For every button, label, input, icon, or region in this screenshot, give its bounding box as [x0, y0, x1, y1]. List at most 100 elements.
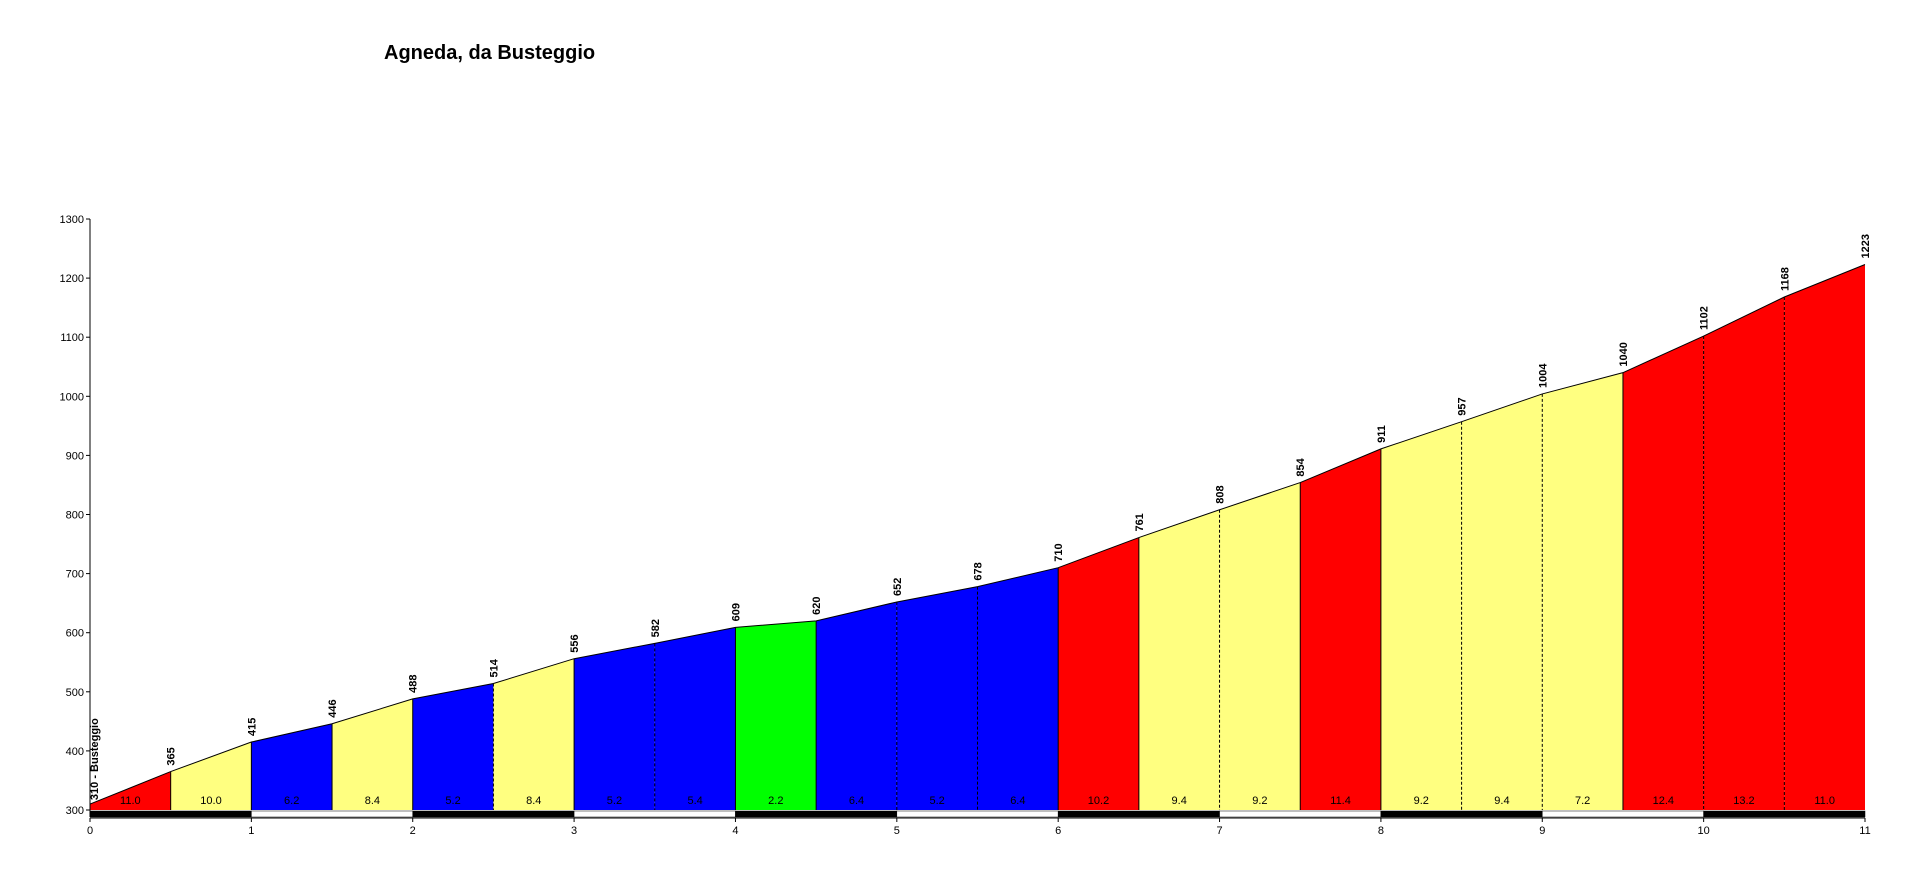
elevation-label-16: 957	[1457, 397, 1469, 415]
segment-13	[1138, 509, 1220, 810]
segment-16	[1380, 421, 1462, 810]
km-bar-1	[251, 810, 413, 818]
elevation-labels-layer: 365 415 446 488 514 556 582 609 620 652 678 710 761 8…	[89, 234, 1872, 800]
start-label: 310 - Busteggio	[89, 718, 101, 800]
grade-label-0: 11.0	[120, 795, 141, 807]
grade-label-10: 5.2	[930, 795, 945, 807]
x-tick-label-9: 9	[1539, 825, 1545, 837]
elevation-label-14: 854	[1295, 457, 1307, 476]
elevation-label-3: 488	[408, 675, 420, 693]
grade-label-6: 5.2	[607, 795, 622, 807]
km-bar-3	[573, 810, 736, 818]
segment-1	[170, 742, 252, 810]
grade-label-14: 9.2	[1252, 795, 1267, 807]
grade-label-20: 13.2	[1733, 795, 1754, 807]
y-tick-label-600: 600	[66, 628, 84, 640]
grade-label-21: 11.0	[1814, 795, 1835, 807]
x-tick-label-8: 8	[1378, 825, 1384, 837]
grade-label-3: 8.4	[365, 795, 380, 807]
y-tick-label-1200: 1200	[60, 273, 84, 285]
x-tick-label-11: 11	[1859, 825, 1870, 837]
segment-0	[90, 771, 171, 810]
km-bar-9	[1542, 810, 1704, 818]
grade-label-9: 6.4	[849, 795, 864, 807]
segment-21	[1784, 264, 1865, 811]
elevation-label-6: 582	[650, 619, 662, 637]
elevation-label-5: 556	[569, 634, 581, 652]
segment-20	[1703, 297, 1785, 811]
km-bar-0	[89, 810, 252, 818]
segment-19	[1622, 336, 1704, 810]
segment-5	[493, 658, 575, 810]
x-tick-label-6: 6	[1055, 825, 1061, 837]
elevation-label-11: 710	[1053, 543, 1065, 561]
y-tick-label-400: 400	[66, 746, 84, 758]
elevation-label-4: 514	[488, 658, 500, 677]
grade-label-1: 10.0	[200, 795, 221, 807]
y-tick-label-1300: 1300	[60, 214, 84, 226]
segment-14	[1219, 482, 1301, 810]
km-bar-2	[412, 810, 575, 818]
grade-label-19: 12.4	[1653, 795, 1674, 807]
dividers-layer	[170, 297, 1785, 810]
x-tick-label-4: 4	[732, 825, 738, 837]
elevation-label-2: 446	[327, 699, 339, 717]
elevation-label-21: 1223	[1860, 234, 1872, 258]
grade-label-16: 9.2	[1414, 795, 1429, 807]
segment-17	[1461, 393, 1543, 810]
grade-label-15: 11.4	[1330, 795, 1351, 807]
segment-9	[816, 601, 897, 810]
elevation-label-15: 911	[1376, 425, 1388, 443]
grade-label-7: 5.4	[687, 795, 702, 807]
km-bar-10	[1703, 810, 1866, 818]
segment-4	[412, 683, 494, 810]
x-tick-label-10: 10	[1698, 825, 1710, 837]
segment-12	[1058, 537, 1139, 810]
grade-label-2: 6.2	[284, 795, 299, 807]
elevation-label-7: 609	[730, 603, 742, 621]
segments-layer	[90, 264, 1865, 811]
x-tick-label-0: 0	[87, 825, 93, 837]
y-tick-label-1000: 1000	[60, 391, 84, 403]
y-tick-label-900: 900	[66, 450, 84, 462]
segment-10	[896, 586, 978, 810]
segment-3	[332, 698, 413, 810]
grade-label-12: 10.2	[1088, 795, 1109, 807]
elevation-label-0: 365	[166, 747, 178, 765]
km-bar-layer	[89, 810, 1866, 818]
x-tick-label-1: 1	[248, 825, 254, 837]
profile-outline	[89, 264, 1866, 805]
grade-labels-layer: 11.0 10.0 6.2 8.4 5.2 8.4 5.2 5.4 2.2 6.4 5.2 6.4 10…	[120, 795, 1835, 807]
elevation-label-18: 1040	[1618, 342, 1630, 366]
grade-label-13: 9.4	[1172, 795, 1187, 807]
x-tick-label-5: 5	[894, 825, 900, 837]
x-tick-label-3: 3	[571, 825, 577, 837]
segment-2	[251, 723, 333, 810]
grade-label-11: 6.4	[1010, 795, 1025, 807]
elevation-label-17: 1004	[1537, 363, 1549, 388]
elevation-label-12: 761	[1134, 513, 1146, 531]
segment-15	[1300, 448, 1381, 810]
segment-8	[735, 620, 817, 810]
km-bar-8	[1380, 810, 1543, 818]
elevation-label-8: 620	[811, 597, 823, 615]
elevation-label-1: 415	[246, 718, 258, 736]
x-tick-label-7: 7	[1216, 825, 1222, 837]
km-bar-5	[896, 810, 1059, 818]
y-tick-label-800: 800	[66, 510, 84, 522]
segment-18	[1542, 372, 1623, 810]
y-tick-label-300: 300	[66, 805, 84, 817]
elevation-label-13: 808	[1215, 485, 1227, 503]
km-bar-6	[1057, 810, 1220, 818]
elevation-label-20: 1168	[1779, 267, 1791, 291]
grade-label-4: 5.2	[445, 795, 460, 807]
y-tick-label-700: 700	[66, 569, 84, 581]
segment-7	[654, 627, 736, 810]
elevation-label-10: 678	[973, 562, 985, 580]
grade-label-18: 7.2	[1575, 795, 1590, 807]
elevation-label-9: 652	[892, 578, 904, 596]
km-bar-7	[1219, 810, 1382, 818]
y-tick-label-1100: 1100	[60, 332, 84, 344]
